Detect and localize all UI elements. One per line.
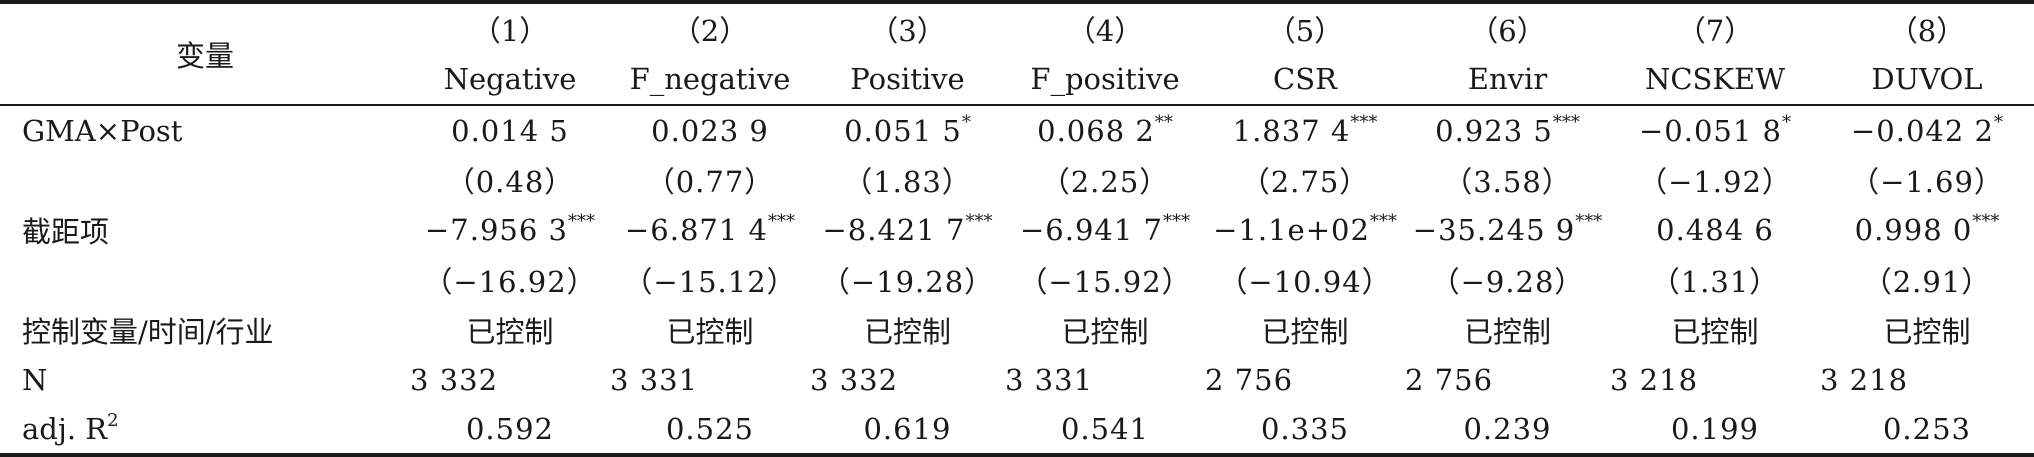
table-row-n: N 3 332 3 331 3 332 3 331 2 756 2 756 3 …	[0, 355, 2034, 405]
r2-cell: 0.253	[1882, 412, 1972, 446]
tstat-cell: （0.48）	[445, 165, 575, 199]
table-row-adj-r2: adj. R2 0.592 0.525 0.619 0.541 0.335 0.…	[0, 405, 2034, 455]
tstat-cell: （−10.94）	[1218, 265, 1392, 299]
coef-cell: 0.023 9	[651, 113, 769, 148]
header-col-number: （4）	[1066, 14, 1144, 48]
n-cell: 3 332	[410, 363, 499, 397]
coef-cell: −8.421 7***	[822, 211, 993, 247]
row-label-empty	[0, 255, 410, 305]
header-col-number: （3）	[869, 14, 946, 48]
header-col-number: （5）	[1266, 14, 1344, 48]
controls-cell: 已控制	[1261, 315, 1349, 349]
tstat-cell: （3.58）	[1443, 165, 1572, 199]
tstat-cell: （−16.92）	[423, 265, 597, 299]
header-col-name: CSR	[1273, 62, 1337, 96]
coef-cell: 0.923 5***	[1435, 111, 1580, 148]
controls-cell: 已控制	[1061, 315, 1149, 349]
coef-cell: 0.051 5*	[844, 111, 971, 148]
table-row-intercept: 截距项 −7.956 3*** −6.871 4*** −8.421 7*** …	[0, 205, 2034, 255]
n-cell: 3 218	[1610, 363, 1699, 397]
coef-cell: −6.871 4***	[625, 211, 795, 247]
header-col-name: Envir	[1467, 62, 1548, 96]
tstat-cell: （0.77）	[645, 165, 775, 199]
header-row-names: Negative F_negative Positive F_positive …	[0, 54, 2034, 105]
r2-cell: 0.239	[1463, 412, 1552, 446]
n-cell: 2 756	[1405, 363, 1494, 397]
r2-cell: 0.541	[1060, 412, 1150, 446]
n-cell: 2 756	[1205, 363, 1294, 397]
tstat-cell: （2.91）	[1862, 265, 1992, 299]
r2-cell: 0.199	[1670, 412, 1760, 446]
coef-cell: −0.051 8*	[1639, 111, 1791, 148]
controls-cell: 已控制	[1463, 315, 1551, 349]
r2-cell: 0.592	[465, 412, 555, 446]
coef-cell: 0.484 6	[1656, 213, 1774, 247]
tstat-cell: （2.25）	[1040, 165, 1170, 199]
header-col-number: （6）	[1469, 14, 1546, 48]
row-label: 截距项	[22, 215, 110, 249]
n-cell: 3 331	[610, 363, 699, 397]
row-label: adj. R2	[22, 410, 119, 446]
tstat-cell: （1.31）	[1650, 265, 1780, 299]
coef-cell: −7.956 3***	[425, 211, 595, 247]
tstat-cell: （−19.28）	[820, 265, 995, 299]
tstat-cell: （−1.92）	[1638, 165, 1792, 199]
controls-cell: 已控制	[1671, 315, 1759, 349]
row-label: GMA×Post	[22, 113, 183, 148]
header-col-number: （1）	[471, 14, 549, 48]
header-row-numbers: 变量 （1） （2） （3） （4） （5） （6） （7） （8）	[0, 2, 2034, 106]
coef-cell: −35.245 9***	[1412, 211, 1603, 247]
tstat-cell: （−15.92）	[1018, 265, 1192, 299]
table-row-controls: 控制变量/时间/行业 已控制 已控制 已控制 已控制 已控制 已控制 已控制 已…	[0, 305, 2034, 355]
r2-cell: 0.335	[1260, 412, 1350, 446]
header-col-name: DUVOL	[1871, 62, 1983, 96]
coef-cell: −6.941 7***	[1020, 211, 1190, 247]
tstat-cell: （2.75）	[1240, 165, 1370, 199]
table-row-intercept-tstat: （−16.92） （−15.12） （−19.28） （−15.92） （−10…	[0, 255, 2034, 305]
row-label: 控制变量/时间/行业	[22, 315, 274, 349]
table-row-gma-post: GMA×Post 0.014 5 0.023 9 0.051 5* 0.068 …	[0, 105, 2034, 155]
coef-cell: 0.014 5	[451, 113, 569, 148]
header-col-name: Negative	[443, 62, 577, 96]
coef-cell: 0.998 0***	[1854, 211, 2000, 247]
controls-cell: 已控制	[863, 315, 951, 349]
n-cell: 3 332	[810, 363, 899, 397]
header-col-name: F_negative	[629, 62, 791, 96]
r2-cell: 0.525	[665, 412, 755, 446]
header-col-number: （8）	[1888, 14, 1966, 48]
row-label: N	[22, 363, 48, 397]
header-col-name: Positive	[850, 62, 965, 96]
controls-cell: 已控制	[666, 315, 754, 349]
n-cell: 3 218	[1820, 363, 1909, 397]
header-col-number: （2）	[671, 14, 749, 48]
r2-cell: 0.619	[863, 412, 952, 446]
header-variable-label: 变量	[0, 2, 410, 106]
tstat-cell: （−1.69）	[1850, 165, 2004, 199]
tstat-cell: （1.83）	[843, 165, 972, 199]
tstat-cell: （−9.28）	[1430, 265, 1585, 299]
n-cell: 3 331	[1005, 363, 1094, 397]
header-col-name: F_positive	[1030, 62, 1180, 96]
coef-cell: −0.042 2*	[1851, 111, 2003, 148]
table-row-gma-post-tstat: （0.48） （0.77） （1.83） （2.25） （2.75） （3.58…	[0, 155, 2034, 205]
header-col-name: NCSKEW	[1644, 62, 1786, 96]
coef-cell: 0.068 2**	[1037, 111, 1173, 148]
coef-cell: −1.1e+02***	[1213, 211, 1397, 247]
header-col-number: （7）	[1676, 14, 1754, 48]
controls-cell: 已控制	[466, 315, 554, 349]
coef-cell: 1.837 4***	[1232, 111, 1378, 148]
row-label-empty	[0, 155, 410, 205]
tstat-cell: （−15.12）	[623, 265, 797, 299]
controls-cell: 已控制	[1883, 315, 1971, 349]
